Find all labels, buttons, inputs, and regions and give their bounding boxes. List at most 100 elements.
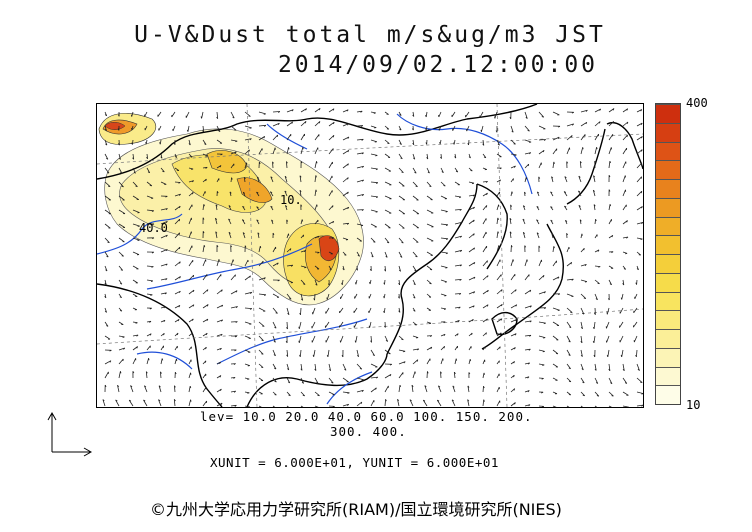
wind-vector-head (386, 241, 390, 244)
wind-vector (314, 405, 319, 407)
wind-vector (594, 279, 600, 285)
wind-vector (298, 335, 302, 343)
wind-vector-head (205, 166, 208, 169)
wind-vector-head (289, 248, 292, 251)
wind-vector (356, 237, 362, 242)
wind-vector (272, 147, 276, 155)
wind-vector-head (178, 290, 181, 294)
wind-vector (482, 318, 488, 323)
wind-vector-head (318, 108, 321, 111)
wind-vector (370, 167, 378, 170)
wind-vector-head (383, 282, 385, 285)
wind-vector-head (300, 204, 303, 207)
wind-vector (216, 333, 223, 337)
wind-vector-head (164, 306, 167, 309)
wind-vector-head (455, 170, 458, 173)
wind-vector-head (455, 358, 458, 361)
wind-vector (286, 377, 291, 384)
colorbar-band (656, 272, 680, 292)
wind-vector-head (593, 175, 596, 178)
wind-vector-head (371, 255, 374, 258)
wind-vector (580, 279, 588, 282)
wind-vector-head (641, 136, 643, 139)
wind-vector (258, 321, 265, 327)
wind-vector-head (130, 385, 133, 388)
wind-vector-head (509, 218, 512, 221)
wind-vector-head (234, 349, 237, 352)
wind-vector-head (384, 269, 386, 272)
wind-vector (538, 125, 546, 130)
wind-vector-head (568, 354, 571, 356)
wind-vector-head (303, 250, 306, 253)
wind-vector (451, 399, 456, 407)
wind-vector (258, 260, 264, 267)
wind-vector-head (219, 375, 222, 378)
wind-vector-head (375, 168, 378, 171)
wind-vector (622, 391, 629, 396)
wind-vector (201, 111, 204, 119)
wind-vector-head (250, 292, 253, 294)
wind-vector-head (454, 156, 457, 159)
wind-vector (342, 163, 349, 169)
wind-vector-head (219, 361, 222, 365)
wind-vector (284, 190, 288, 197)
wind-vector-head (188, 143, 191, 146)
wind-vector-head (232, 116, 235, 119)
wind-vector-head (247, 392, 250, 394)
wind-vector-head (158, 399, 161, 402)
wind-vector-head (328, 368, 331, 371)
wind-vector-head (641, 149, 643, 152)
wind-vector (566, 246, 570, 253)
colorbar-band (656, 179, 680, 198)
wind-vector-head (228, 205, 231, 208)
wind-vector (368, 307, 372, 314)
wind-vector (174, 358, 177, 365)
wind-vector (538, 335, 546, 338)
wind-vector (452, 385, 456, 393)
wind-vector (608, 279, 612, 285)
wind-vector-head (179, 246, 181, 250)
wind-vector-head (399, 143, 402, 145)
wind-vector (384, 195, 392, 200)
wind-vector (398, 153, 403, 160)
wind-vector (258, 111, 266, 115)
wind-vector (608, 161, 611, 169)
wind-vector (412, 153, 416, 160)
wind-vector-head (178, 219, 181, 222)
wind-vector-head (144, 385, 147, 388)
wind-vector-head (550, 219, 553, 222)
wind-vector-head (287, 312, 290, 315)
wind-vector (202, 400, 208, 407)
wind-vector (412, 237, 419, 243)
wind-vector (258, 363, 264, 368)
wind-vector (566, 261, 572, 267)
wind-vector-head (424, 385, 427, 388)
wind-vector-head (120, 172, 123, 174)
wind-vector-head (622, 283, 625, 286)
wind-vector-head (301, 219, 304, 222)
wind-vector (300, 377, 304, 384)
wind-vector-head (497, 231, 499, 234)
wind-vector (299, 190, 302, 197)
wind-vector-head (383, 310, 385, 313)
wind-vector (328, 175, 333, 183)
wind-vector (566, 147, 570, 155)
wind-vector (272, 349, 276, 356)
wind-vector (118, 251, 124, 257)
wind-vector-head (543, 275, 545, 278)
wind-vector (522, 232, 526, 239)
wind-vector (314, 161, 317, 169)
wind-vector-head (288, 394, 291, 397)
wind-vector-head (511, 130, 514, 133)
wind-vector (621, 293, 624, 300)
wind-vector (132, 223, 140, 227)
wind-vector-head (359, 368, 362, 370)
wind-vector-head (286, 161, 288, 164)
wind-vector (440, 358, 444, 365)
wind-vector-head (234, 335, 238, 338)
wind-vector-head (221, 304, 224, 307)
wind-vector-head (284, 190, 287, 193)
wind-vector-head (191, 168, 194, 170)
wind-vector-head (640, 238, 643, 240)
wind-vector (328, 377, 334, 384)
